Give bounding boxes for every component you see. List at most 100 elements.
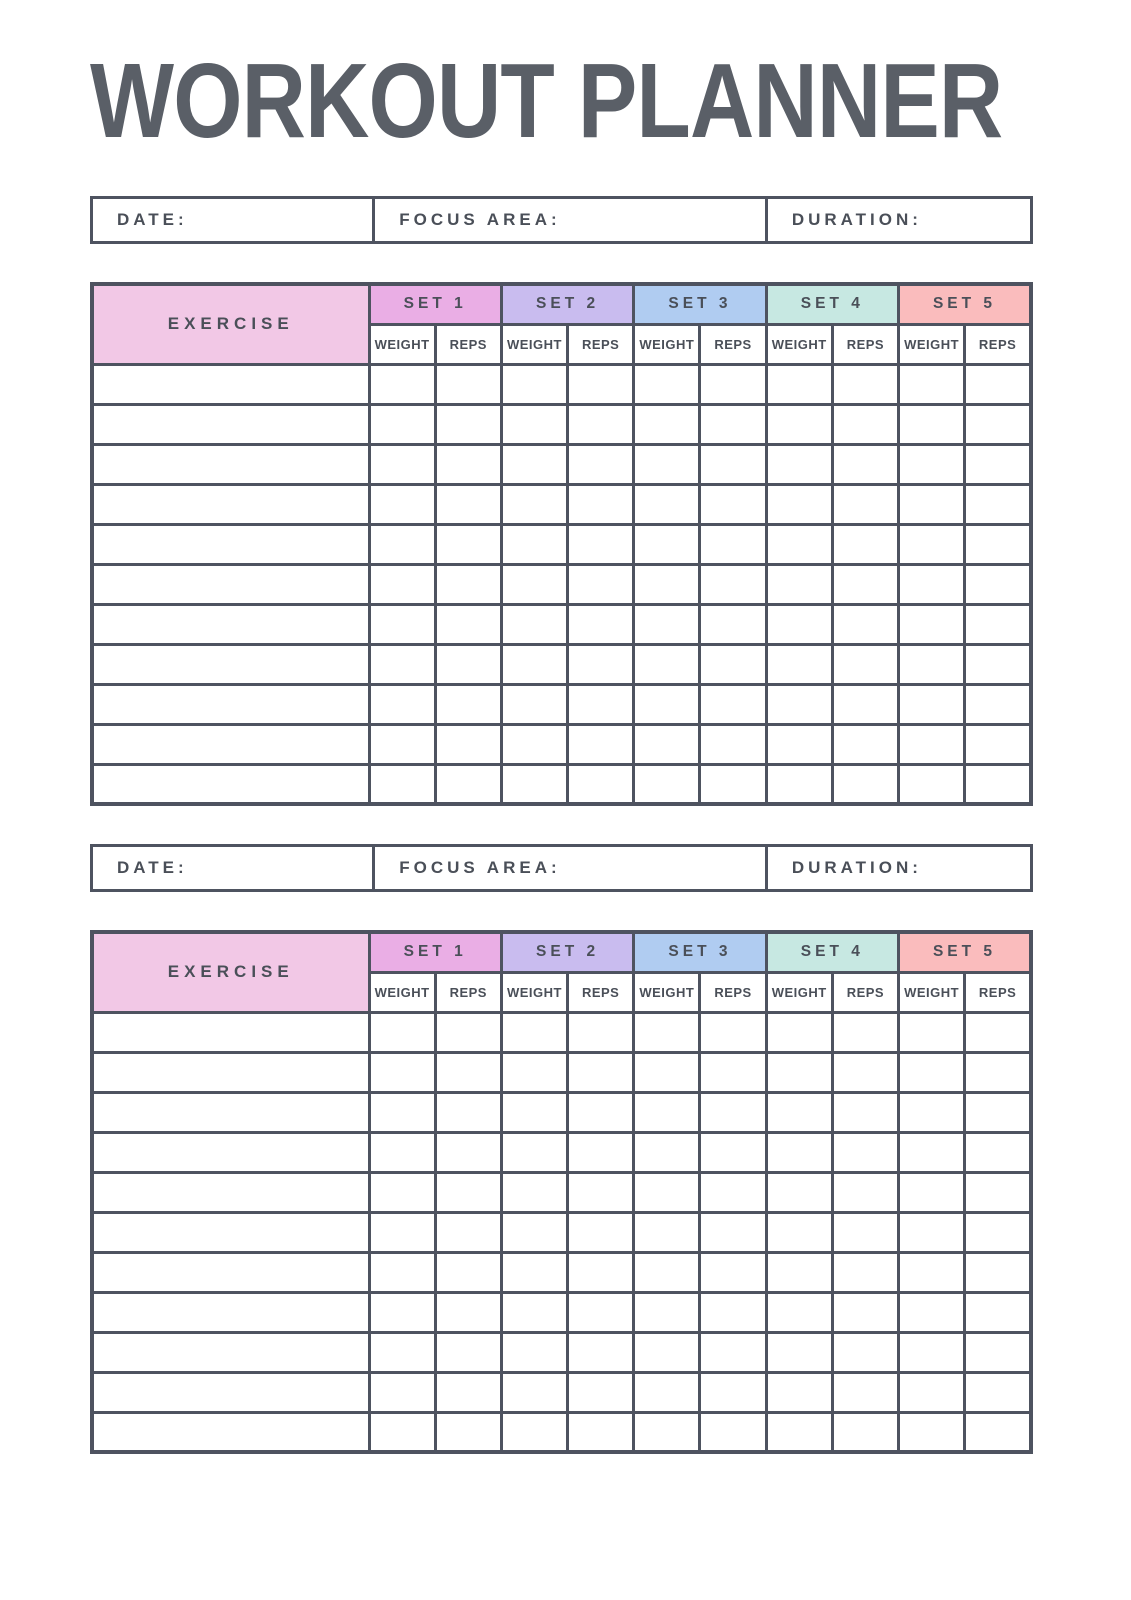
exercise-input-cell[interactable] — [90, 1330, 371, 1374]
weight-input-cell[interactable] — [896, 522, 967, 566]
weight-input-cell[interactable] — [632, 522, 702, 566]
reps-input-cell[interactable] — [698, 722, 768, 766]
weight-input-cell[interactable] — [764, 602, 834, 646]
weight-input-cell[interactable] — [367, 722, 437, 766]
weight-input-cell[interactable] — [367, 1050, 437, 1094]
reps-input-cell[interactable] — [566, 1130, 636, 1174]
exercise-input-cell[interactable] — [90, 482, 371, 526]
weight-input-cell[interactable] — [499, 1410, 570, 1454]
exercise-input-cell[interactable] — [90, 602, 371, 646]
weight-input-cell[interactable] — [499, 722, 570, 766]
weight-input-cell[interactable] — [764, 442, 834, 486]
weight-input-cell[interactable] — [632, 482, 702, 526]
weight-input-cell[interactable] — [499, 1290, 570, 1334]
weight-input-cell[interactable] — [764, 362, 834, 406]
reps-input-cell[interactable] — [698, 442, 768, 486]
exercise-input-cell[interactable] — [90, 1170, 371, 1214]
reps-input-cell[interactable] — [963, 1010, 1033, 1054]
reps-input-cell[interactable] — [433, 762, 503, 806]
weight-input-cell[interactable] — [632, 1130, 702, 1174]
weight-input-cell[interactable] — [896, 442, 967, 486]
weight-input-cell[interactable] — [367, 1210, 437, 1254]
reps-input-cell[interactable] — [830, 762, 901, 806]
weight-input-cell[interactable] — [896, 1210, 967, 1254]
reps-input-cell[interactable] — [566, 1370, 636, 1414]
focus-area-field[interactable]: FOCUS AREA: — [372, 199, 765, 241]
weight-input-cell[interactable] — [367, 602, 437, 646]
reps-input-cell[interactable] — [963, 442, 1033, 486]
weight-input-cell[interactable] — [499, 642, 570, 686]
reps-input-cell[interactable] — [963, 1290, 1033, 1334]
exercise-input-cell[interactable] — [90, 682, 371, 726]
weight-input-cell[interactable] — [632, 762, 702, 806]
weight-input-cell[interactable] — [764, 1130, 834, 1174]
weight-input-cell[interactable] — [764, 722, 834, 766]
weight-input-cell[interactable] — [367, 1370, 437, 1414]
weight-input-cell[interactable] — [367, 362, 437, 406]
weight-input-cell[interactable] — [896, 402, 967, 446]
weight-input-cell[interactable] — [896, 562, 967, 606]
weight-input-cell[interactable] — [896, 362, 967, 406]
weight-input-cell[interactable] — [367, 402, 437, 446]
weight-input-cell[interactable] — [764, 482, 834, 526]
weight-input-cell[interactable] — [367, 1330, 437, 1374]
weight-input-cell[interactable] — [367, 1410, 437, 1454]
weight-input-cell[interactable] — [367, 1010, 437, 1054]
reps-input-cell[interactable] — [698, 1210, 768, 1254]
weight-input-cell[interactable] — [367, 1290, 437, 1334]
reps-input-cell[interactable] — [566, 1250, 636, 1294]
weight-input-cell[interactable] — [764, 522, 834, 566]
reps-input-cell[interactable] — [566, 1010, 636, 1054]
reps-input-cell[interactable] — [963, 1050, 1033, 1094]
reps-input-cell[interactable] — [433, 1410, 503, 1454]
exercise-input-cell[interactable] — [90, 642, 371, 686]
reps-input-cell[interactable] — [698, 1330, 768, 1374]
weight-input-cell[interactable] — [499, 1250, 570, 1294]
reps-input-cell[interactable] — [566, 1290, 636, 1334]
exercise-input-cell[interactable] — [90, 1290, 371, 1334]
reps-input-cell[interactable] — [830, 1330, 901, 1374]
reps-input-cell[interactable] — [566, 1170, 636, 1214]
reps-input-cell[interactable] — [963, 402, 1033, 446]
reps-input-cell[interactable] — [433, 1210, 503, 1254]
date-field[interactable]: DATE: — [93, 847, 372, 889]
reps-input-cell[interactable] — [963, 362, 1033, 406]
exercise-input-cell[interactable] — [90, 1410, 371, 1454]
reps-input-cell[interactable] — [830, 562, 901, 606]
reps-input-cell[interactable] — [963, 1330, 1033, 1374]
weight-input-cell[interactable] — [632, 1170, 702, 1214]
reps-input-cell[interactable] — [698, 762, 768, 806]
weight-input-cell[interactable] — [367, 1250, 437, 1294]
weight-input-cell[interactable] — [499, 682, 570, 726]
weight-input-cell[interactable] — [632, 1050, 702, 1094]
weight-input-cell[interactable] — [764, 642, 834, 686]
exercise-input-cell[interactable] — [90, 562, 371, 606]
reps-input-cell[interactable] — [698, 1010, 768, 1054]
reps-input-cell[interactable] — [433, 562, 503, 606]
weight-input-cell[interactable] — [499, 1210, 570, 1254]
weight-input-cell[interactable] — [499, 442, 570, 486]
reps-input-cell[interactable] — [566, 1410, 636, 1454]
reps-input-cell[interactable] — [566, 1330, 636, 1374]
weight-input-cell[interactable] — [367, 562, 437, 606]
reps-input-cell[interactable] — [963, 1250, 1033, 1294]
reps-input-cell[interactable] — [433, 1170, 503, 1214]
weight-input-cell[interactable] — [367, 1090, 437, 1134]
weight-input-cell[interactable] — [764, 1290, 834, 1334]
reps-input-cell[interactable] — [433, 682, 503, 726]
reps-input-cell[interactable] — [566, 722, 636, 766]
reps-input-cell[interactable] — [698, 562, 768, 606]
reps-input-cell[interactable] — [433, 522, 503, 566]
reps-input-cell[interactable] — [433, 402, 503, 446]
focus-area-field[interactable]: FOCUS AREA: — [372, 847, 765, 889]
reps-input-cell[interactable] — [433, 1370, 503, 1414]
weight-input-cell[interactable] — [764, 1410, 834, 1454]
weight-input-cell[interactable] — [764, 1370, 834, 1414]
weight-input-cell[interactable] — [764, 1330, 834, 1374]
reps-input-cell[interactable] — [830, 1170, 901, 1214]
weight-input-cell[interactable] — [764, 682, 834, 726]
reps-input-cell[interactable] — [433, 482, 503, 526]
weight-input-cell[interactable] — [367, 1130, 437, 1174]
reps-input-cell[interactable] — [433, 362, 503, 406]
exercise-input-cell[interactable] — [90, 1130, 371, 1174]
